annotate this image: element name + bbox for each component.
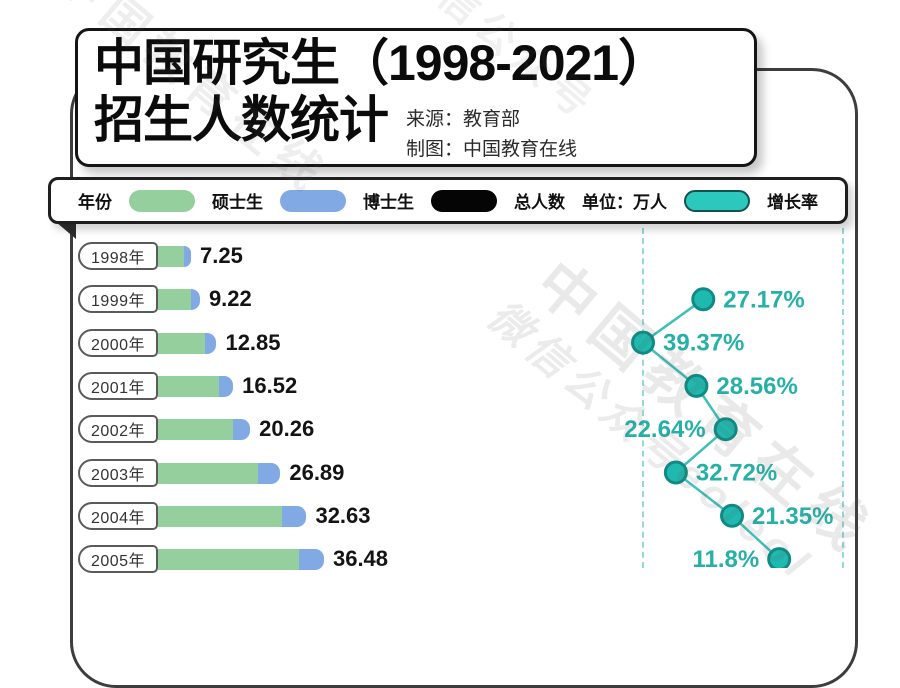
total-value-label: 20.26 [259, 416, 315, 442]
enrollment-bar [158, 419, 251, 441]
year-row: 1998年 7.25 [78, 242, 578, 270]
phd-bar-segment [282, 505, 307, 527]
year-label-pill: 2001年 [78, 371, 158, 400]
phd-bar-segment [183, 246, 191, 267]
title-box: 中国研究生（1998-2021） 招生人数统计 来源：教育部 制图：中国教育在线 [75, 28, 757, 167]
growth-point-label: 11.8% [692, 546, 759, 568]
infographic-page: { "title": { "line1": "中国研究生（1998-2021）"… [48, 0, 888, 688]
masters-bar-segment [158, 375, 220, 397]
year-row: 1999年 9.22 [78, 285, 578, 314]
total-value-label: 32.63 [315, 502, 371, 528]
year-row: 2002年 20.26 [78, 415, 578, 444]
masters-bar-segment [158, 462, 259, 484]
masters-bar-segment [158, 549, 300, 571]
growth-point-dot [720, 503, 745, 528]
year-row: 2003年 26.89 [78, 458, 578, 487]
masters-bar-segment [158, 505, 283, 527]
growth-point-dot [684, 373, 709, 398]
phd-swatch-icon [280, 189, 346, 212]
enrollment-bar [158, 289, 200, 311]
growth-point-dot [631, 330, 655, 355]
year-label-pill: 2000年 [78, 328, 158, 357]
legend-ribbon-fold [56, 222, 76, 239]
page-title-line1: 中国研究生（1998-2021） [94, 35, 668, 91]
masters-bar-segment [158, 289, 191, 311]
growth-point-dot [663, 460, 688, 485]
page-title-line2: 招生人数统计 [94, 91, 389, 148]
growth-point-label: 21.35% [752, 503, 833, 530]
phd-bar-segment [204, 332, 217, 354]
total-value-label: 12.85 [225, 329, 281, 355]
year-row: 2001年 16.52 [78, 371, 578, 400]
masters-bar-segment [158, 419, 233, 441]
masters-bar-segment [158, 246, 184, 267]
year-label-pill: 2003年 [78, 458, 158, 487]
phd-bar-segment [299, 549, 324, 571]
phd-bar-segment [190, 289, 200, 311]
total-value-label: 36.48 [332, 546, 389, 572]
year-row: 2000年 12.85 [78, 328, 578, 357]
growth-point-label: 28.56% [716, 373, 797, 400]
phd-bar-segment [219, 375, 234, 397]
legend-total-label: 总人数 [514, 193, 565, 212]
growth-point-dot [691, 287, 716, 312]
legend-growth-label: 增长率 [767, 193, 818, 212]
legend-year-label: 年份 [78, 193, 112, 212]
enrollment-bar [158, 549, 324, 571]
legend-phd-label: 博士生 [363, 193, 414, 212]
growth-point-label: 32.72% [696, 460, 777, 487]
year-label-pill: 1998年 [78, 242, 158, 270]
total-value-label: 16.52 [242, 372, 298, 398]
phd-bar-segment [232, 419, 251, 441]
growth-point-dot [713, 417, 738, 442]
masters-bar-segment [158, 332, 205, 354]
phd-bar-segment [258, 462, 281, 484]
growth-swatch-icon [684, 189, 750, 212]
total-swatch-icon [431, 189, 497, 212]
total-value-label: 26.89 [289, 459, 345, 485]
year-row: 2005年 36.48 [78, 545, 578, 574]
growth-rate-line-chart: 27.17% 39.37% 28.56% 22.64% 32.72% 21.35% 11.8… [624, 286, 833, 568]
growth-point-label: 22.64% [624, 416, 705, 443]
total-value-label: 7.25 [199, 243, 243, 268]
enrollment-bar [158, 462, 281, 484]
enrollment-bar [158, 332, 217, 354]
year-row: 2004年 32.63 [78, 501, 578, 530]
growth-point-label: 27.17% [723, 286, 804, 313]
growth-point-label: 39.37% [663, 330, 744, 357]
masters-swatch-icon [129, 189, 195, 212]
credit-text: 制图：中国教育在线 [406, 138, 578, 160]
growth-point-dot [767, 547, 792, 568]
enrollment-bar [158, 375, 234, 397]
year-label-pill: 1999年 [78, 285, 158, 314]
source-text: 来源：教育部 [406, 108, 521, 130]
year-label-pill: 2002年 [78, 415, 158, 444]
growth-guide-left [642, 228, 644, 568]
enrollment-bar [158, 505, 307, 527]
total-value-label: 9.22 [208, 286, 252, 312]
enrollment-bar [158, 246, 191, 267]
legend-bar: 年份 硕士生 博士生 总人数 单位：万人 增长率 [48, 177, 848, 224]
year-label-pill: 2004年 [78, 501, 158, 530]
growth-guide-right [842, 228, 844, 568]
source-block: 来源：教育部 制图：中国教育在线 [406, 92, 577, 166]
legend-unit-label: 单位：万人 [582, 193, 667, 212]
legend-masters-label: 硕士生 [212, 193, 263, 212]
year-label-pill: 2005年 [78, 545, 158, 574]
